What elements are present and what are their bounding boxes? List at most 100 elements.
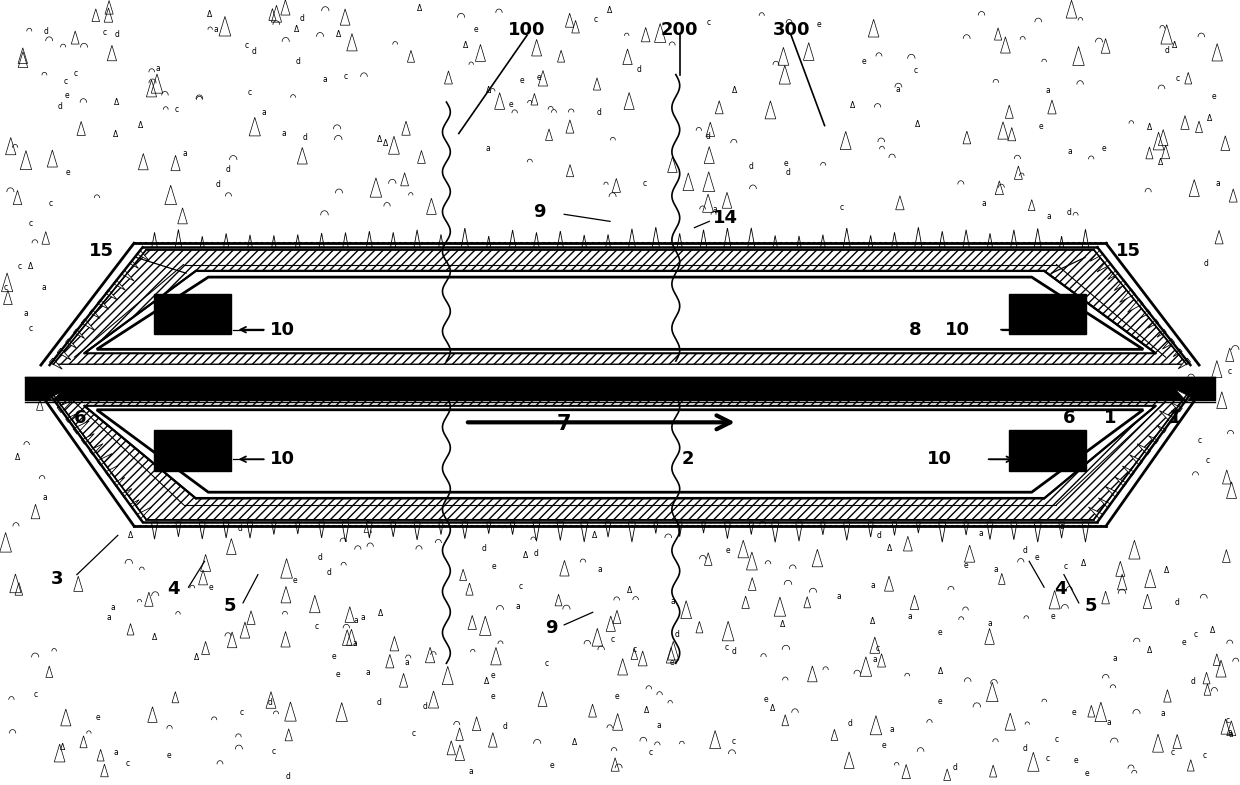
- Text: a: a: [1229, 730, 1234, 739]
- Text: c: c: [1228, 367, 1233, 376]
- Text: c: c: [839, 203, 843, 213]
- Text: a: a: [113, 747, 118, 757]
- Text: d: d: [58, 102, 63, 111]
- Text: a: a: [213, 24, 218, 34]
- Polygon shape: [129, 261, 139, 268]
- Polygon shape: [136, 507, 151, 519]
- Polygon shape: [97, 410, 1143, 492]
- Text: e: e: [817, 20, 821, 29]
- Text: 9: 9: [546, 619, 558, 637]
- Text: c: c: [649, 747, 653, 757]
- Polygon shape: [1159, 411, 1174, 423]
- Text: c: c: [914, 67, 918, 75]
- Text: Δ: Δ: [915, 120, 920, 129]
- Text: d: d: [1022, 546, 1027, 555]
- Polygon shape: [677, 522, 682, 537]
- Text: c: c: [244, 41, 249, 49]
- Polygon shape: [1105, 486, 1118, 498]
- Text: a: a: [404, 658, 409, 667]
- Text: e: e: [549, 761, 554, 770]
- Text: a: a: [262, 108, 267, 118]
- Text: e: e: [1050, 612, 1055, 621]
- Text: e: e: [764, 695, 768, 704]
- Text: d: d: [317, 553, 322, 563]
- Text: Δ: Δ: [523, 551, 528, 560]
- Text: Δ: Δ: [294, 25, 299, 35]
- Text: Δ: Δ: [591, 531, 598, 540]
- Polygon shape: [749, 522, 754, 535]
- Polygon shape: [1137, 444, 1151, 455]
- Polygon shape: [248, 235, 252, 247]
- Polygon shape: [1097, 260, 1111, 272]
- Text: Δ: Δ: [128, 531, 134, 539]
- Polygon shape: [987, 233, 992, 247]
- Polygon shape: [391, 522, 396, 537]
- Text: Δ: Δ: [869, 617, 875, 626]
- Polygon shape: [151, 232, 157, 247]
- Text: e: e: [670, 658, 675, 666]
- Text: a: a: [1228, 728, 1233, 737]
- Polygon shape: [113, 279, 125, 290]
- Text: c: c: [4, 283, 7, 292]
- Polygon shape: [797, 236, 801, 247]
- Text: 7: 7: [557, 414, 572, 434]
- Polygon shape: [605, 522, 611, 537]
- Text: e: e: [937, 696, 942, 706]
- Polygon shape: [295, 235, 300, 247]
- Text: e: e: [1211, 93, 1216, 101]
- Text: d: d: [114, 30, 119, 39]
- Text: e: e: [491, 562, 496, 571]
- Text: Δ: Δ: [851, 100, 856, 110]
- Text: e: e: [862, 57, 866, 67]
- Polygon shape: [105, 466, 118, 476]
- Text: 1: 1: [1104, 409, 1116, 426]
- Text: a: a: [366, 667, 371, 677]
- Text: 6: 6: [74, 409, 87, 426]
- Text: c: c: [1045, 754, 1050, 764]
- Text: e: e: [491, 670, 495, 680]
- Text: 9: 9: [533, 203, 546, 221]
- Text: e: e: [332, 652, 336, 661]
- Text: e: e: [1071, 707, 1076, 717]
- Text: c: c: [29, 324, 33, 333]
- Text: a: a: [42, 283, 47, 292]
- Text: e: e: [166, 750, 171, 760]
- Polygon shape: [1157, 425, 1166, 433]
- Text: 200: 200: [661, 21, 698, 38]
- Text: c: c: [29, 219, 33, 228]
- Polygon shape: [1115, 279, 1127, 290]
- Text: Δ: Δ: [780, 619, 786, 629]
- Text: d: d: [503, 722, 508, 731]
- Text: 4: 4: [167, 580, 180, 597]
- Text: e: e: [508, 100, 513, 109]
- Bar: [154, 294, 231, 334]
- Polygon shape: [247, 522, 253, 539]
- Text: d: d: [533, 549, 538, 557]
- Polygon shape: [129, 500, 139, 508]
- Polygon shape: [57, 400, 73, 413]
- Polygon shape: [122, 270, 134, 281]
- Text: a: a: [485, 144, 490, 153]
- Polygon shape: [486, 236, 491, 247]
- Polygon shape: [53, 250, 1187, 364]
- Polygon shape: [1034, 228, 1042, 247]
- Text: Δ: Δ: [377, 134, 382, 144]
- Text: 300: 300: [773, 21, 810, 38]
- Polygon shape: [1130, 455, 1143, 466]
- Text: Δ: Δ: [1081, 559, 1086, 568]
- Polygon shape: [558, 231, 563, 247]
- Text: e: e: [1034, 553, 1039, 562]
- Polygon shape: [272, 236, 277, 247]
- Text: a: a: [1047, 212, 1052, 221]
- Text: a: a: [516, 602, 521, 611]
- Polygon shape: [97, 454, 112, 466]
- Text: Δ: Δ: [626, 586, 632, 595]
- Polygon shape: [223, 522, 229, 538]
- Polygon shape: [629, 228, 635, 247]
- Text: d: d: [847, 719, 852, 728]
- Text: Δ: Δ: [1147, 645, 1152, 655]
- Polygon shape: [843, 228, 851, 247]
- Text: 1: 1: [1169, 409, 1182, 426]
- Text: d: d: [377, 698, 382, 706]
- Text: a: a: [993, 565, 998, 574]
